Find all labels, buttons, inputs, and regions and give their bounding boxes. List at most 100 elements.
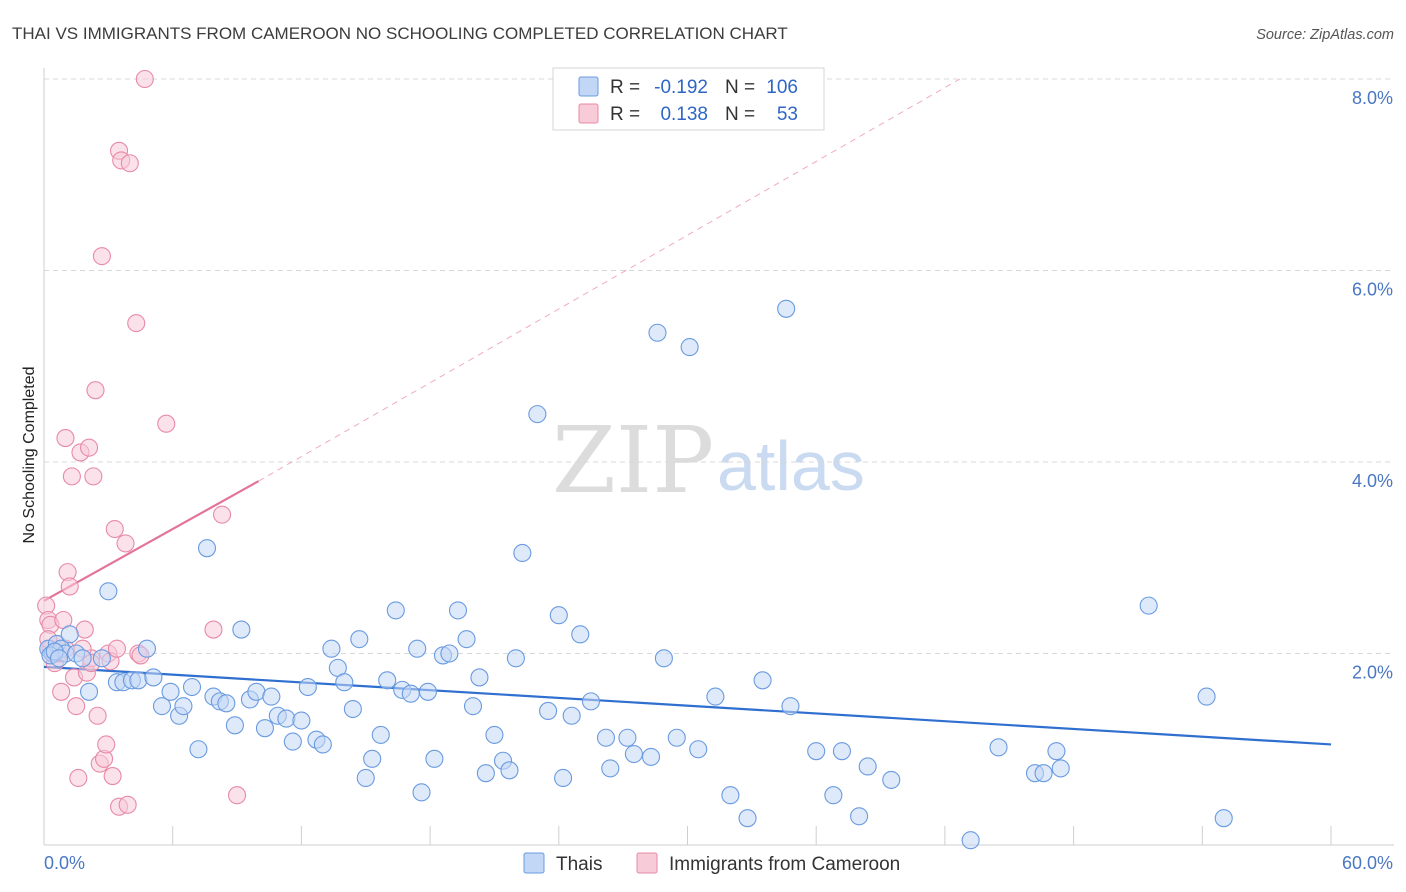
series-legend: Thais Immigrants from Cameroon <box>523 852 900 875</box>
thai-point-94 <box>807 742 826 761</box>
thai-point-82 <box>641 747 661 766</box>
thai-point-60 <box>440 644 459 663</box>
thai-point-39 <box>292 711 311 730</box>
thai-point-96 <box>832 742 851 761</box>
cameroon-point-46 <box>212 505 232 524</box>
chart-title: THAI VS IMMIGRANTS FROM CAMEROON NO SCHO… <box>12 24 788 43</box>
thai-point-63 <box>463 697 483 716</box>
cameroon-point-18 <box>75 620 94 639</box>
thai-point-35 <box>262 687 281 706</box>
thai-point-107 <box>1197 687 1216 706</box>
thai-point-84 <box>654 649 673 668</box>
thai-point-72 <box>539 701 558 721</box>
stats-legend: R = -0.192 N = 106 R = 0.138 N = 53 <box>552 67 825 131</box>
thai-point-61 <box>448 601 468 620</box>
thai-point-30 <box>225 716 244 735</box>
thai-point-105 <box>1051 759 1070 778</box>
thai-point-57 <box>418 682 438 701</box>
thai-point-108 <box>1214 809 1233 828</box>
x-tick-label-max: 60.0% <box>1342 853 1393 873</box>
thai-point-48 <box>356 768 375 788</box>
y-axis-label: No Schooling Completed <box>21 367 38 544</box>
cameroon-point-12 <box>60 577 79 596</box>
thai-point-83 <box>648 323 667 342</box>
cameroon-point-44 <box>157 414 176 433</box>
trend-line-cameroon-extended <box>258 78 961 482</box>
thai-point-10 <box>73 649 92 668</box>
cameroon-point-51 <box>56 429 75 448</box>
cameroon-point-32 <box>105 519 124 539</box>
thai-point-71 <box>528 405 547 424</box>
thai-point-78 <box>596 728 616 747</box>
stats-legend-r-label-thai: R = <box>610 77 640 98</box>
thai-point-74 <box>554 768 573 788</box>
thai-point-55 <box>408 639 427 658</box>
y-tick-label-1: 4.0% <box>1352 471 1393 491</box>
y-tick-labels: 2.0% 4.0% 6.0% 8.0% <box>1352 88 1393 683</box>
y-tick-label-3: 8.0% <box>1352 88 1393 108</box>
thai-point-97 <box>850 807 869 826</box>
cameroon-point-15 <box>67 697 86 716</box>
thai-point-49 <box>363 749 382 768</box>
stats-legend-r-label-cameroon: R = <box>610 104 640 125</box>
thai-point-93 <box>781 697 800 716</box>
thai-point-100 <box>961 831 980 850</box>
thai-point-89 <box>721 786 740 805</box>
trend-line-cameroon <box>43 480 260 602</box>
x-tick-label-min: 0.0% <box>44 853 85 873</box>
legend-label-cameroon: Immigrants from Cameroon <box>669 854 900 875</box>
thai-point-92 <box>777 299 796 318</box>
y-tick-label-0: 2.0% <box>1352 663 1393 683</box>
thai-point-73 <box>549 606 568 625</box>
cameroon-point-8 <box>52 682 71 701</box>
thai-point-40 <box>298 677 317 697</box>
thai-point-65 <box>476 764 495 783</box>
legend-swatch-thais <box>523 852 545 874</box>
thai-point-37 <box>277 709 296 728</box>
thai-point-31 <box>232 620 251 639</box>
thai-points <box>39 299 1233 850</box>
thai-point-51 <box>378 671 397 690</box>
thai-point-47 <box>350 630 369 649</box>
thai-point-86 <box>680 338 699 357</box>
cameroon-point-40 <box>127 314 146 333</box>
thai-point-26 <box>197 539 217 558</box>
thai-point-75 <box>562 706 581 725</box>
stats-legend-r-value-cameroon: 0.138 <box>660 104 708 125</box>
cameroon-point-37 <box>116 534 135 553</box>
thai-point-70 <box>513 543 532 563</box>
cameroon-point-16 <box>69 768 88 788</box>
stats-legend-r-value-thai: -0.192 <box>654 77 708 98</box>
gridlines <box>44 78 1394 654</box>
thai-point-45 <box>335 673 354 692</box>
cameroon-point-38 <box>118 795 137 814</box>
thai-point-103 <box>1034 764 1053 783</box>
thai-point-79 <box>601 759 620 778</box>
thai-point-38 <box>283 732 302 751</box>
thai-point-87 <box>689 740 708 759</box>
thai-point-56 <box>412 783 431 802</box>
chart-source: Source: ZipAtlas.com <box>1256 27 1394 43</box>
cameroon-point-22 <box>84 467 103 486</box>
cameroon-point-24 <box>88 706 107 725</box>
axes <box>43 68 1394 846</box>
thai-point-23 <box>174 697 193 716</box>
thai-point-50 <box>371 725 390 744</box>
thai-point-34 <box>255 719 274 738</box>
cameroon-point-20 <box>79 438 99 457</box>
thai-point-52 <box>386 601 405 620</box>
thai-point-12 <box>92 649 111 668</box>
thai-point-95 <box>824 786 843 805</box>
thai-point-101 <box>989 738 1008 757</box>
cameroon-point-28 <box>97 735 116 754</box>
thai-point-8 <box>60 625 79 644</box>
thai-point-18 <box>137 639 157 658</box>
stats-legend-n-label-cameroon: N = <box>725 104 755 125</box>
thai-point-54 <box>401 684 420 703</box>
stats-legend-n-value-cameroon: 53 <box>777 104 798 125</box>
trend-lines <box>43 78 1332 746</box>
cameroon-point-13 <box>62 467 81 486</box>
watermark-zip: ZIP <box>552 407 714 514</box>
thai-point-69 <box>506 649 525 668</box>
